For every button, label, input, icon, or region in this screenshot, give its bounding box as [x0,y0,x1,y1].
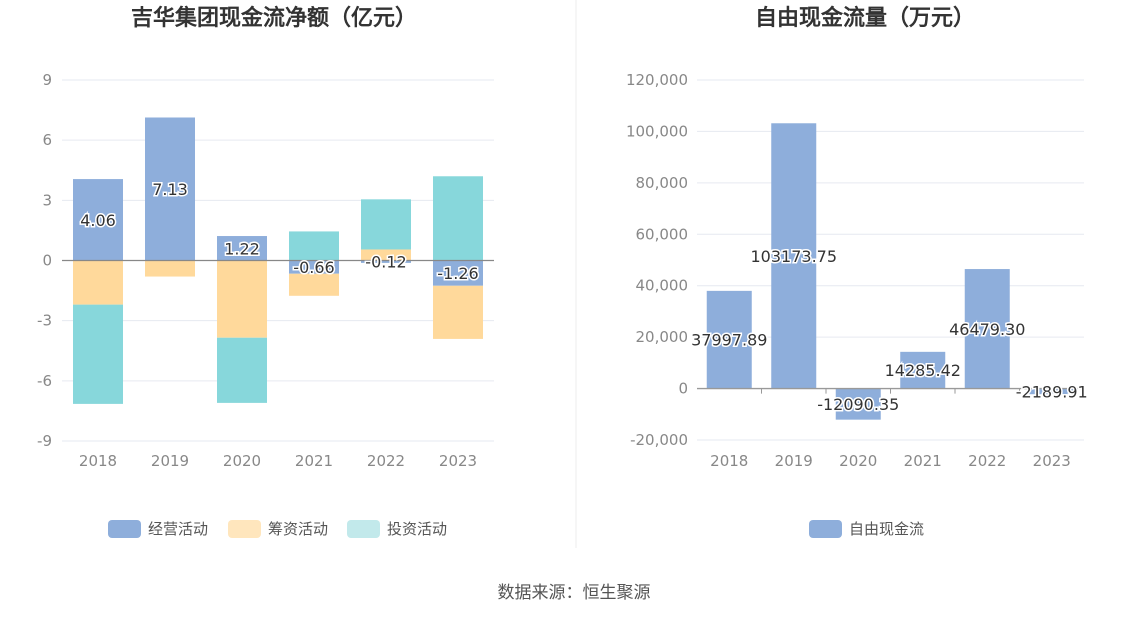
bar [73,260,123,305]
data-source: 数据来源：恒生聚源 [498,583,651,603]
legend-label: 投资活动 [387,520,447,538]
chart-title: 吉华集团现金流净额（亿元） [131,5,417,31]
y-tick-label: 0 [42,252,52,270]
legend-label: 筹资活动 [268,520,328,538]
x-tick-label: 2021 [904,452,942,470]
x-tick-label: 2019 [775,452,813,470]
x-tick-label: 2020 [839,452,877,470]
bar [289,231,339,261]
data-label: -0.12 [365,253,406,272]
bar [217,337,267,403]
y-tick-label: 9 [42,71,52,89]
free-cashflow-chart: 自由现金流量（万元） 120,000 100,000 80,000 60,000 40,0… [626,5,1089,538]
data-label: -1.26 [437,264,478,283]
x-tick-label: 2023 [439,452,477,470]
bar [433,260,483,286]
bar [73,304,123,404]
data-label: 14285.42 [885,361,961,380]
cashflow-net-chart: 吉华集团现金流净额（亿元） 9 6 3 0 -3 -6 -9 2018 2019 2020 2021 2… [37,5,494,538]
data-label: 4.06 [80,211,116,230]
y-tick-label: 80,000 [636,174,689,192]
bar [433,285,483,339]
bar [73,179,123,261]
bar [217,236,267,261]
data-label: -2189.91 [1016,382,1088,401]
legend-label: 自由现金流 [849,520,924,538]
legend-swatch [228,520,261,538]
y-tick-label: -9 [37,432,52,450]
bar [361,260,411,263]
x-tick-label: 2019 [151,452,189,470]
bar [289,273,339,296]
bar [145,117,195,261]
y-tick-label: 100,000 [626,122,688,140]
bar [145,260,195,277]
y-tick-label: 6 [42,131,52,149]
bar [835,388,881,420]
y-tick-label: -20,000 [630,431,688,449]
y-tick-label: 60,000 [636,225,689,243]
x-tick-label: 2022 [968,452,1006,470]
x-tick-label: 2018 [710,452,748,470]
bar [433,176,483,261]
y-tick-label: 3 [42,191,52,209]
bar [289,260,339,274]
data-label: -0.66 [293,258,334,277]
x-tick-label: 2022 [367,452,405,470]
data-label: 46479.30 [949,320,1025,339]
x-tick-label: 2021 [295,452,333,470]
bar [964,269,1010,389]
legend-label: 经营活动 [148,520,208,538]
y-tick-label: -3 [37,312,52,330]
x-tick-label: 2023 [1033,452,1071,470]
bar [361,199,411,250]
data-label: -12090.35 [817,395,899,414]
y-tick-label: 120,000 [626,71,688,89]
y-tick-label: -6 [37,372,52,390]
bar [361,249,411,261]
bar [217,260,267,338]
bar [706,290,752,389]
data-label: 1.22 [224,239,260,258]
x-tick-label: 2020 [223,452,261,470]
data-label: 37997.89 [691,331,767,350]
legend-swatch [347,520,380,538]
bar [1029,388,1075,395]
x-tick-label: 2018 [79,452,117,470]
bar [771,123,817,389]
data-label: 7.13 [152,180,188,199]
y-tick-label: 20,000 [636,328,689,346]
legend-swatch [809,520,842,538]
y-tick-label: 40,000 [636,277,689,295]
bar [900,351,946,389]
y-tick-label: 0 [678,380,688,398]
legend-swatch [108,520,141,538]
chart-title: 自由现金流量（万元） [755,5,975,31]
data-label: 103173.75 [750,247,837,266]
